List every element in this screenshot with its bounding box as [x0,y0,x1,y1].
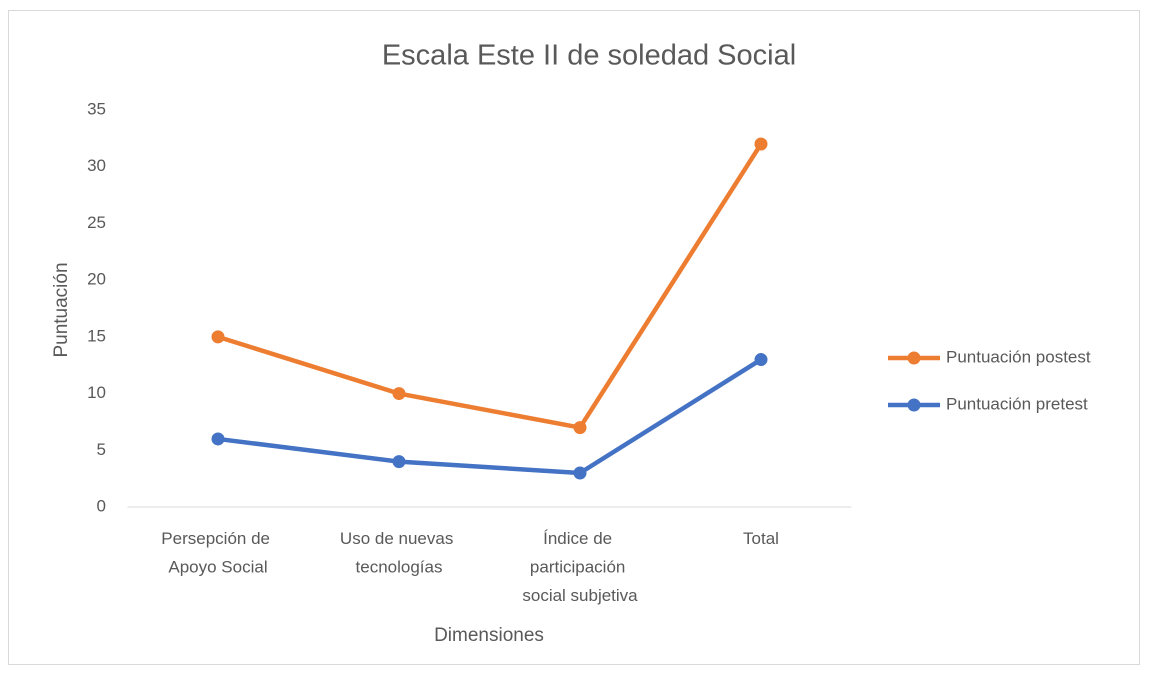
x-tick-label: Uso de nuevas tecnologías [340,529,458,577]
data-point [573,466,587,480]
legend-marker [907,351,921,365]
chart-title: Escala Este II de soledad Social [382,40,796,72]
data-point [754,353,768,367]
y-tick-label: 30 [87,156,106,175]
data-point [392,387,406,401]
legend-label: Puntuación postest [946,347,1091,366]
y-tick-label: 25 [87,213,106,232]
y-tick-label: 0 [97,496,106,515]
y-tick-label: 15 [87,326,106,345]
x-tick-label: Índice de participación social subjetiva [522,529,638,605]
legend-marker [907,398,921,412]
chart-border [8,10,1140,665]
data-point [211,432,225,446]
series-line [217,142,763,430]
y-axis-label: Puntuación [51,262,72,357]
legend-label: Puntuación pretest [946,394,1088,413]
y-tick-label: 20 [87,270,106,289]
data-point [573,421,587,435]
y-tick-label: 5 [97,440,106,459]
data-point [754,137,768,151]
data-point [211,330,225,344]
x-tick-label: Persepción de Apoyo Social [161,529,274,577]
y-tick-label: 10 [87,383,106,402]
x-axis-label: Dimensiones [434,625,544,646]
y-tick-label: 35 [87,99,106,118]
x-tick-label: Total [743,529,779,548]
data-point [392,455,406,469]
series-line [217,357,763,476]
